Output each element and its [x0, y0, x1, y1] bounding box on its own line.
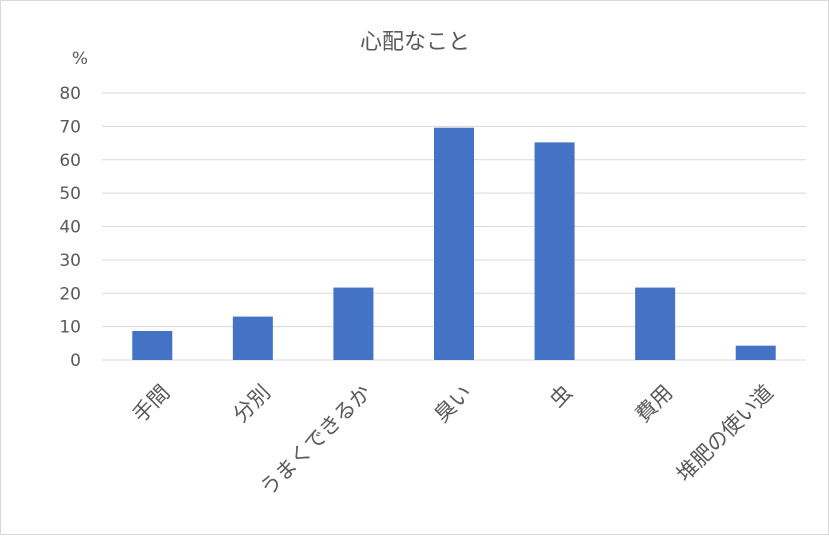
- y-tick-label: 0: [70, 351, 81, 371]
- bar: [132, 330, 173, 360]
- bar: [534, 142, 575, 360]
- bars: [132, 127, 776, 361]
- x-tick-label: 虫: [545, 380, 577, 412]
- bar: [333, 287, 374, 360]
- x-tick-label: 堆肥の使い道: [672, 380, 778, 486]
- y-tick-label: 80: [59, 84, 81, 104]
- bar: [434, 127, 474, 361]
- x-axis-tick-labels: 手間 分別うまくできるか 臭い虫費用堆肥の使い道: [128, 380, 778, 500]
- x-tick-label: 手間: [128, 380, 175, 427]
- y-axis-tick-labels: 0 10 20 30 40 50 60 70 80: [59, 84, 81, 371]
- y-tick-label: 20: [59, 284, 81, 304]
- y-tick-label: 10: [59, 318, 81, 338]
- y-tick-label: 40: [59, 218, 81, 238]
- bar: [635, 287, 676, 360]
- bar: [735, 345, 776, 360]
- chart-title: 心配なこと: [360, 30, 470, 55]
- y-tick-label: 50: [59, 184, 81, 204]
- y-axis-unit-label: %: [72, 49, 88, 69]
- bar: [232, 316, 273, 360]
- x-tick-label: 臭い: [430, 380, 477, 427]
- y-tick-label: 60: [59, 151, 81, 171]
- y-tick-label: 30: [59, 251, 81, 271]
- x-tick-label: 費用: [631, 380, 678, 427]
- x-tick-label: 分別: [228, 380, 275, 427]
- y-tick-label: 70: [59, 117, 81, 137]
